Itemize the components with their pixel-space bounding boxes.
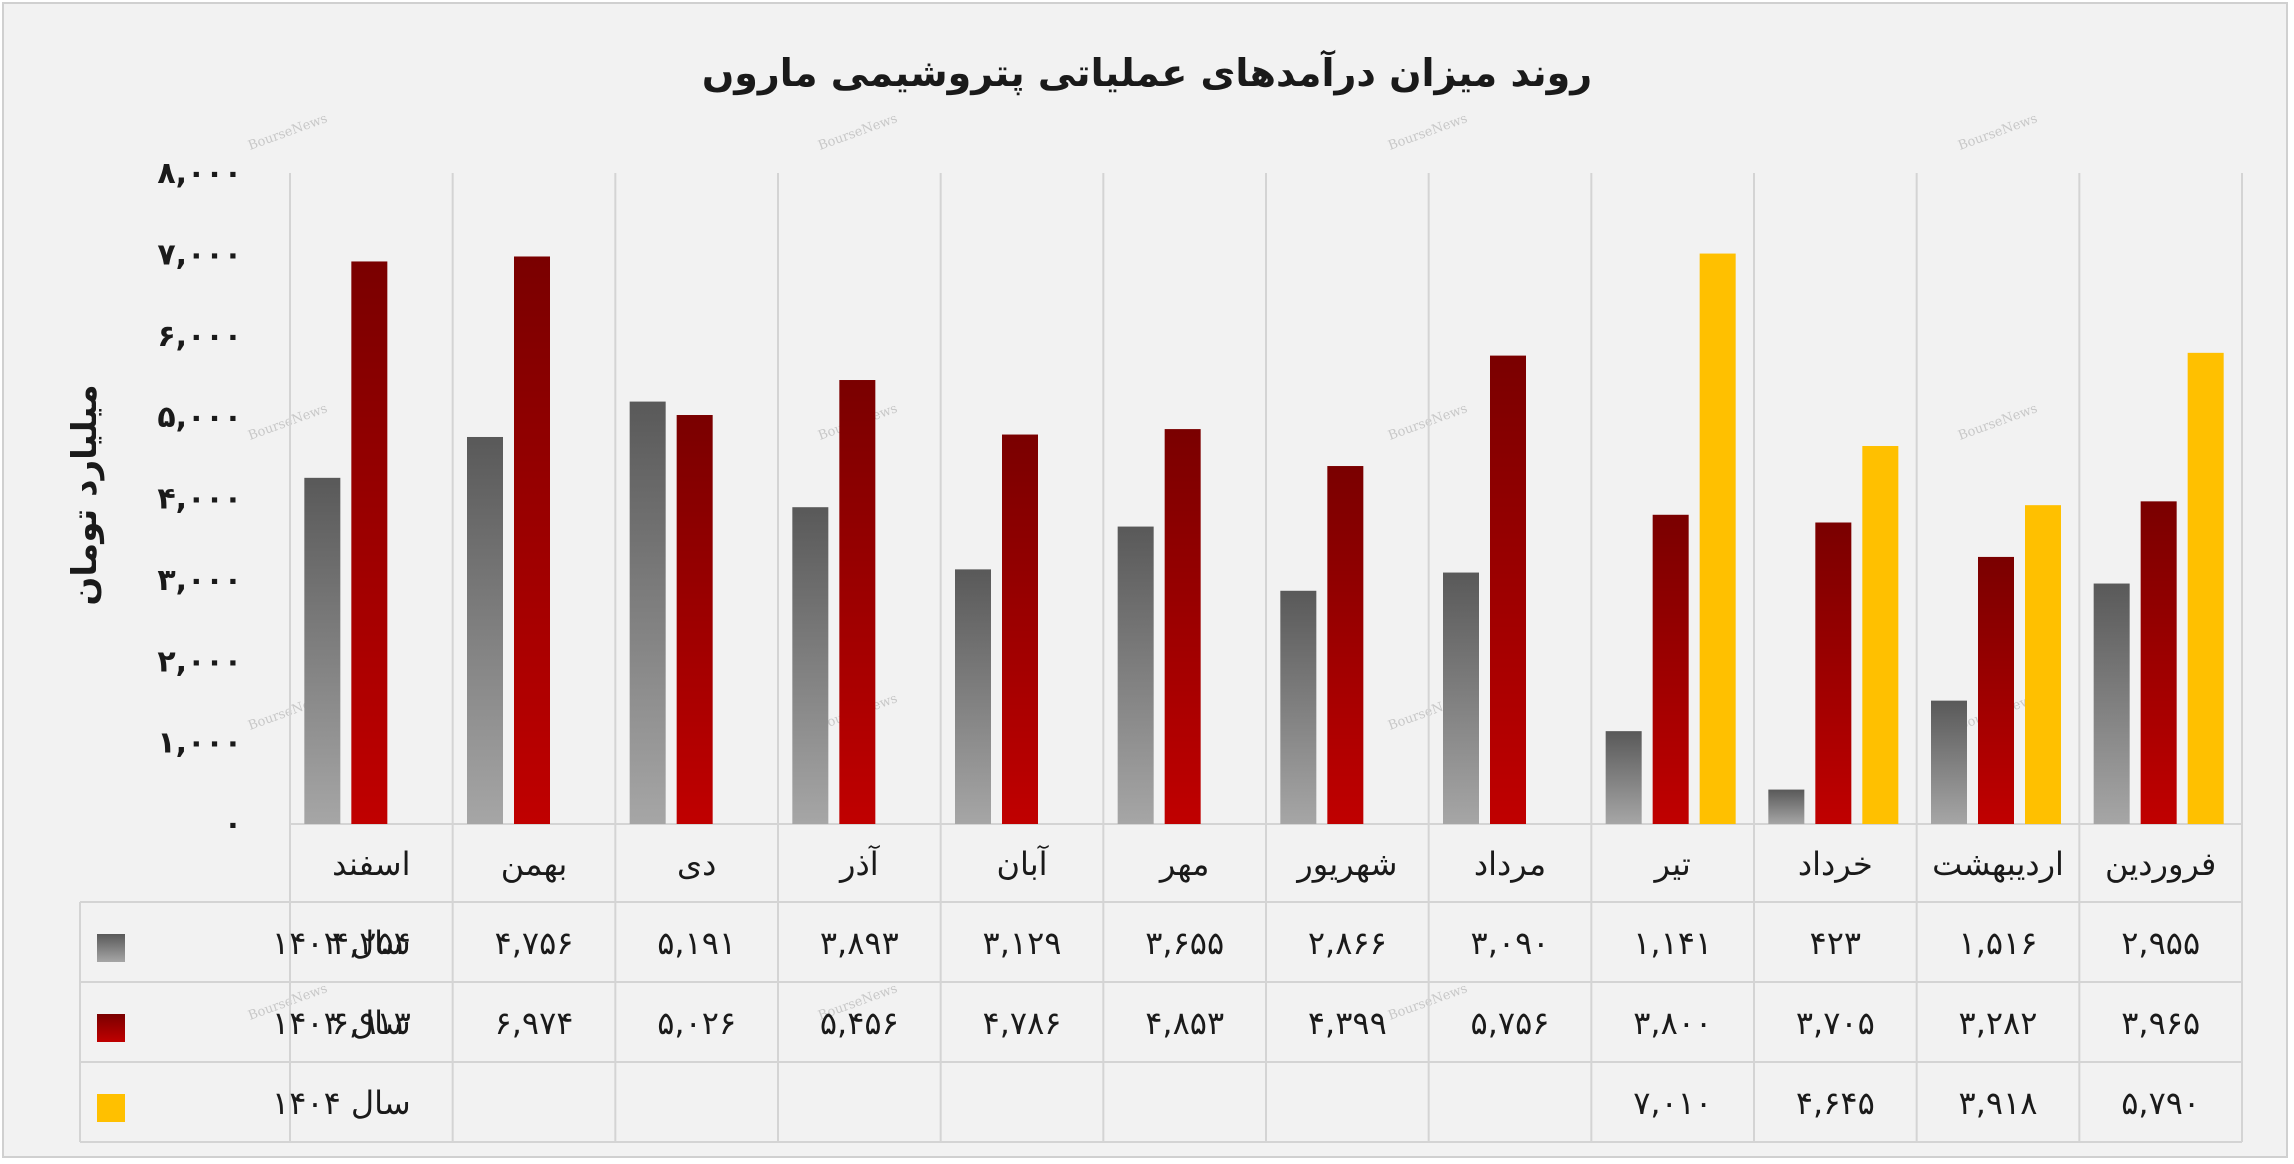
chart-title: روند میزان درآمدهای عملیاتی پتروشیمی مار… (702, 49, 1592, 96)
bar (1490, 355, 1526, 824)
data-label: ۶,۹۷۴ (495, 1004, 574, 1042)
data-label: ۲,۸۶۶ (1308, 924, 1387, 962)
y-tick-label: ۶,۰۰۰ (157, 319, 242, 354)
bar (1327, 466, 1364, 824)
data-label: ۷,۰۱۰ (1633, 1084, 1712, 1122)
bar (1280, 590, 1317, 824)
data-label: ۵,۷۵۶ (1471, 1004, 1550, 1042)
data-label: ۳,۶۵۵ (1145, 924, 1224, 962)
data-label: ۳,۲۸۲ (1959, 1004, 2038, 1042)
category-label: دی (677, 845, 716, 883)
data-label: ۳,۸۰۰ (1633, 1004, 1712, 1042)
bar (839, 380, 876, 824)
data-table: فروردین اردیبهشت خرداد تیر مرداد شهریور مهر آبا… (79, 844, 2242, 1143)
y-tick-label: ۸,۰۰۰ (157, 156, 242, 191)
category-label: آذر (838, 844, 881, 883)
data-label: ۴۲۳ (1810, 924, 1862, 962)
y-tick-label: ۴,۰۰۰ (157, 482, 242, 517)
y-tick-label: ۱,۰۰۰ (157, 726, 242, 761)
watermark-text: BourseNews (816, 111, 899, 154)
bar (1443, 572, 1479, 824)
y-tick-label: ۷,۰۰۰ (157, 237, 242, 272)
data-label: ۴,۷۸۶ (983, 1004, 1062, 1042)
bar (304, 477, 341, 824)
category-label: آبان (996, 844, 1049, 883)
bar (2140, 501, 2177, 824)
bar (1002, 434, 1038, 824)
bar (1768, 789, 1805, 824)
data-label: ۳,۸۹۳ (820, 924, 899, 962)
data-label: ۶,۹۱۳ (332, 1004, 411, 1042)
data-label: ۴,۲۵۴ (332, 924, 411, 962)
legend-label: سال ۱۴۰۳ (272, 1004, 411, 1042)
category-label: اسفند (332, 845, 410, 883)
data-label: ۵,۱۹۱ (657, 924, 736, 962)
bar (792, 507, 829, 824)
bar (1605, 731, 1642, 824)
bar (2025, 505, 2061, 824)
data-label: ۱,۵۱۶ (1959, 924, 2038, 962)
data-label: ۳,۱۲۹ (983, 924, 1062, 962)
bar (955, 569, 991, 824)
y-axis-label: میلیارد تومان (65, 384, 105, 605)
data-label: ۳,۹۶۵ (2121, 1004, 2200, 1042)
data-label: ۱,۱۴۱ (1633, 924, 1712, 962)
watermark-text: BourseNews (1386, 111, 1469, 154)
y-tick-label: ۳,۰۰۰ (157, 563, 242, 598)
category-label: اردیبهشت (1932, 845, 2064, 883)
data-label: ۵,۴۵۶ (820, 1004, 899, 1042)
bar (1652, 514, 1689, 824)
y-axis-ticks: ۰ ۱,۰۰۰ ۲,۰۰۰ ۳,۰۰۰ ۴,۰۰۰ ۵,۰۰۰ ۶,۰۰۰ ۷,۰۰۰ ۸,۰۰… (157, 156, 242, 842)
watermark-text: BourseNews (1956, 401, 2039, 444)
bar (1164, 429, 1201, 824)
bar (467, 436, 503, 824)
bar (676, 415, 713, 824)
bar (1815, 522, 1852, 824)
bar (351, 261, 388, 825)
data-label: ۲,۹۵۵ (2121, 924, 2200, 962)
data-label: ۳,۷۰۵ (1796, 1004, 1875, 1042)
bar (514, 256, 550, 825)
bars (304, 253, 2224, 825)
data-label: ۴,۳۹۹ (1308, 1004, 1387, 1042)
data-label: ۴,۶۴۵ (1796, 1084, 1875, 1122)
data-label: ۵,۷۹۰ (2121, 1084, 2200, 1122)
bar (1117, 526, 1154, 824)
data-label: ۵,۰۲۶ (657, 1004, 736, 1042)
y-tick-label: ۲,۰۰۰ (157, 644, 242, 679)
category-label: بهمن (501, 845, 568, 883)
bar (1862, 446, 1899, 824)
bar (1978, 556, 2014, 824)
bar (1931, 700, 1967, 824)
bar (2187, 352, 2224, 824)
y-tick-label: ۰ (224, 807, 242, 842)
watermark-text: BourseNews (246, 111, 329, 154)
legend-swatch (97, 934, 125, 962)
legend-swatch (97, 1014, 125, 1042)
grid (289, 173, 2243, 1142)
category-label: مهر (1158, 845, 1210, 883)
data-label: ۴,۷۵۶ (495, 924, 574, 962)
bar (629, 401, 666, 824)
data-label: ۳,۰۹۰ (1471, 924, 1550, 962)
category-label: مرداد (1474, 845, 1546, 883)
bar (1699, 253, 1736, 824)
data-label: ۳,۹۱۸ (1959, 1084, 2038, 1122)
bar (2093, 583, 2130, 824)
category-label: خرداد (1798, 845, 1873, 883)
legend-label: سال ۱۴۰۲ (272, 924, 411, 962)
data-label: ۴,۸۵۳ (1145, 1004, 1224, 1042)
legend-label: سال ۱۴۰۴ (272, 1084, 411, 1122)
legend-swatch (97, 1094, 125, 1122)
category-label: شهریور (1295, 845, 1397, 883)
category-label: تیر (1653, 845, 1691, 883)
watermark-text: BourseNews (246, 401, 329, 444)
y-tick-label: ۵,۰۰۰ (157, 400, 242, 435)
watermark-text: BourseNews (1956, 111, 2039, 154)
category-label: فروردین (2105, 845, 2216, 883)
